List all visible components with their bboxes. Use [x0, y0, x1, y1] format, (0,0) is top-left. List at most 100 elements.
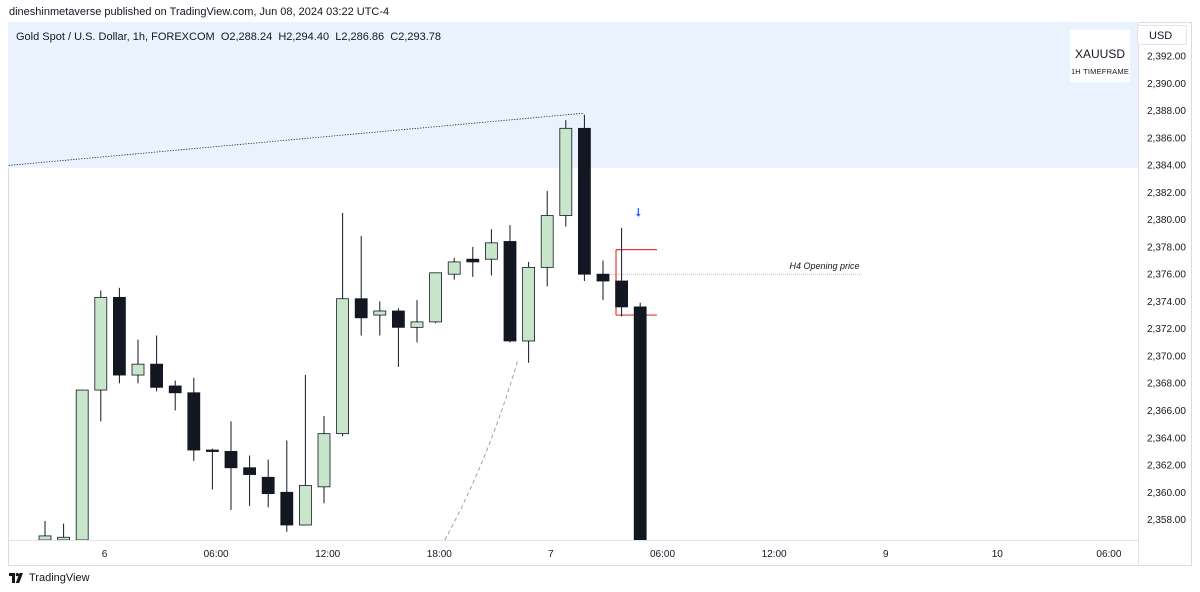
candle[interactable] [429, 272, 443, 324]
candle[interactable] [113, 287, 126, 384]
candle-body [503, 241, 517, 342]
candle[interactable] [168, 380, 182, 411]
time-tick-label: 7 [548, 549, 554, 560]
footer-brand[interactable]: TradingView [9, 571, 90, 585]
candle-body [615, 280, 628, 308]
candle[interactable] [280, 440, 294, 532]
candle[interactable] [410, 300, 424, 343]
trendline[interactable] [8, 112, 583, 168]
candle-body [540, 215, 554, 268]
time-tick-label: 06:00 [204, 549, 229, 560]
candle-body [336, 298, 350, 435]
candle[interactable] [596, 260, 610, 301]
price-tick-label: 2,380.00 [1147, 215, 1186, 226]
candle[interactable] [354, 236, 368, 336]
candle[interactable] [150, 335, 164, 392]
candle-body [243, 467, 257, 475]
candle[interactable] [466, 246, 480, 277]
tradingview-logo-icon [9, 573, 23, 583]
price-tick-label: 2,384.00 [1147, 161, 1186, 172]
h4-opening-label: H4 Opening price [789, 261, 859, 271]
candle[interactable] [94, 290, 108, 422]
symbol-description: Gold Spot / U.S. Dollar, 1h, FOREXCOM [16, 31, 215, 43]
candle-body [113, 296, 126, 376]
candle[interactable] [187, 377, 201, 461]
price-tick-label: 2,388.00 [1147, 106, 1186, 117]
candle-body [298, 485, 312, 526]
timeframe-label: 1H TIMEFRAME [1070, 67, 1130, 76]
candle-body [633, 306, 647, 540]
currency-button[interactable]: USD [1137, 25, 1187, 45]
candle[interactable] [75, 389, 89, 540]
candle-body [131, 363, 145, 376]
candle[interactable] [373, 301, 387, 336]
time-tick-label: 9 [883, 549, 889, 560]
candle[interactable] [578, 114, 591, 281]
price-tick-label: 2,386.00 [1147, 133, 1186, 144]
legend-high: H2,294.40 [278, 31, 330, 43]
candle-body [429, 272, 443, 323]
legend-close: C2,293.78 [390, 31, 442, 43]
time-tick-label: 18:00 [427, 549, 452, 560]
drawing-layer: H4 Opening price [8, 112, 862, 540]
candle-body [75, 389, 89, 540]
candle[interactable] [317, 415, 331, 504]
candle-body [391, 310, 405, 328]
candle[interactable] [336, 212, 350, 437]
down-arrow-icon[interactable] [635, 213, 641, 217]
price-tick-label: 2,382.00 [1147, 188, 1186, 199]
price-tick-label: 2,378.00 [1147, 242, 1186, 253]
publisher-line: dineshinmetaverse published on TradingVi… [9, 6, 390, 18]
candle[interactable] [559, 120, 573, 227]
candle[interactable] [540, 191, 554, 287]
candle-body [261, 476, 275, 495]
time-tick-label: 12:00 [762, 549, 787, 560]
candle[interactable] [57, 523, 70, 540]
candle[interactable] [484, 229, 498, 276]
candle-body [596, 273, 610, 282]
price-tick-label: 2,376.00 [1147, 270, 1186, 281]
candle[interactable] [522, 261, 535, 363]
candle-body [57, 536, 70, 540]
candle[interactable] [615, 227, 628, 317]
candle-body [484, 242, 498, 260]
supply-zone-layer [8, 22, 1138, 168]
candle[interactable] [261, 459, 275, 508]
candle[interactable] [391, 308, 405, 367]
ohlc-legend: Gold Spot / U.S. Dollar, 1h, FOREXCOM O2… [16, 31, 441, 43]
dashed-curve[interactable] [444, 361, 518, 540]
candle[interactable] [205, 448, 219, 490]
candlestick-chart[interactable]: H4 Opening price 2,358.00 2,360.00 2,362.0… [8, 22, 1192, 566]
price-tick-label: 2,392.00 [1147, 52, 1186, 63]
candle[interactable] [447, 257, 461, 280]
candle-body [447, 261, 461, 275]
price-tick-label: 2,368.00 [1147, 379, 1186, 390]
candle[interactable] [503, 225, 517, 343]
price-tick-label: 2,370.00 [1147, 351, 1186, 362]
candle[interactable] [38, 520, 52, 540]
time-tick-label: 06:00 [650, 549, 675, 560]
candle-body [354, 298, 368, 319]
candle-body [168, 385, 182, 394]
price-tick-label: 2,374.00 [1147, 297, 1186, 308]
symbol-name: XAUUSD [1074, 47, 1125, 61]
price-tick-label: 2,358.00 [1147, 515, 1186, 526]
candle-body [522, 266, 535, 342]
legend-open: O2,288.24 [220, 31, 273, 43]
candle[interactable] [224, 421, 238, 511]
candle-body [205, 449, 219, 452]
supply-zone[interactable] [8, 22, 1138, 168]
axes-layer: 2,358.00 2,360.00 2,362.00 2,364.00 2,366.00… [8, 22, 1186, 566]
candle-body [224, 450, 238, 469]
candle[interactable] [131, 339, 145, 384]
time-tick-label: 6 [102, 549, 108, 560]
candle[interactable] [298, 375, 312, 526]
candle-body [410, 321, 424, 328]
candle[interactable] [243, 455, 257, 506]
candle-body [317, 433, 331, 488]
price-tick-label: 2,364.00 [1147, 433, 1186, 444]
footer-brand-text: TradingView [29, 572, 90, 584]
price-tick-label: 2,366.00 [1147, 406, 1186, 417]
candle-body [280, 491, 294, 526]
candle[interactable] [633, 302, 647, 540]
